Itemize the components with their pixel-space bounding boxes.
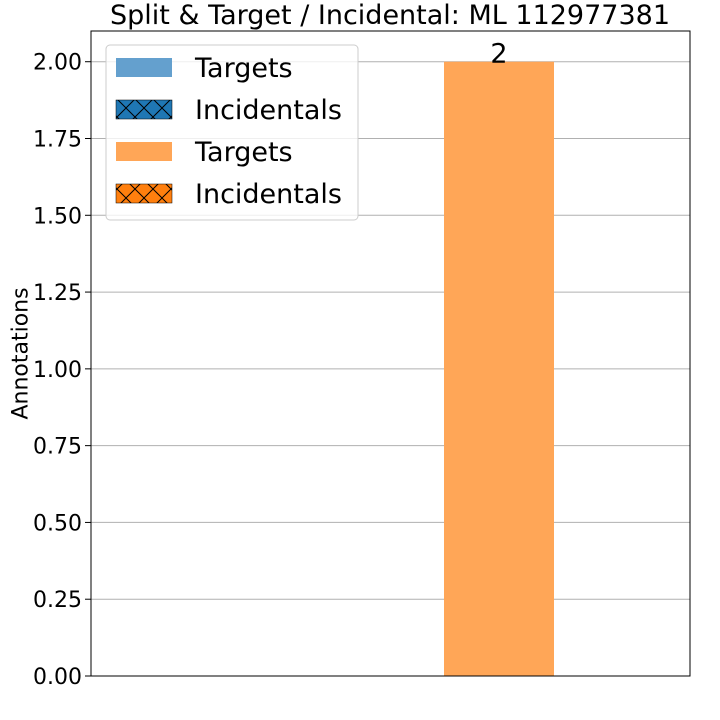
legend-box <box>105 44 359 221</box>
legend: Targets Incidentals Targets Incidentals <box>105 44 359 221</box>
y-tick-label: 2.00 <box>33 51 82 76</box>
legend-swatch <box>116 58 172 77</box>
data-label: 2 <box>490 39 507 70</box>
legend-swatch-hatch <box>115 99 173 120</box>
plot-frame <box>90 30 691 677</box>
legend-label: Targets <box>194 137 293 168</box>
legend-label: Incidentals <box>195 179 342 210</box>
legend-swatch-hatch <box>115 183 173 204</box>
y-tick-label: 0.50 <box>33 511 82 536</box>
y-axis-ticks: 0.00 0.25 0.50 0.75 1.00 1.25 1.50 1.75 2.00 <box>33 51 91 690</box>
y-tick-label: 1.25 <box>33 281 82 306</box>
y-tick-label: 1.75 <box>33 128 82 153</box>
y-tick-label: 0.75 <box>33 435 82 460</box>
legend-swatch <box>116 142 172 161</box>
legend-label: Incidentals <box>195 95 342 126</box>
bars <box>444 61 554 676</box>
data-labels: 2 <box>490 39 507 70</box>
y-tick-label: 1.00 <box>33 358 82 383</box>
y-tick-label: 1.50 <box>33 204 82 229</box>
y-axis-label: Annotations <box>9 287 34 419</box>
legend-label: Targets <box>194 53 293 84</box>
bar <box>444 61 554 676</box>
y-tick-label: 0.25 <box>33 588 82 613</box>
chart-title: Split & Target / Incidental: ML 11297738… <box>110 0 670 31</box>
y-tick-label: 0.00 <box>33 665 82 690</box>
